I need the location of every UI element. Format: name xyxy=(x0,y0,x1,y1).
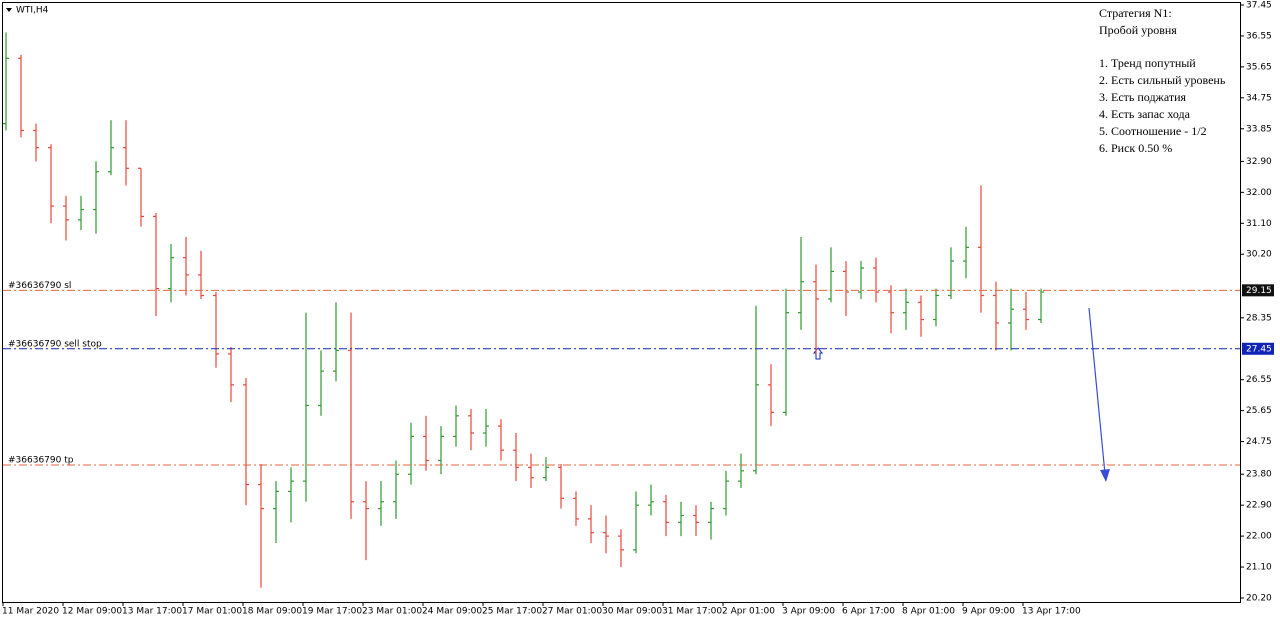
x-tick-label: 3 Apr 09:00 xyxy=(782,607,835,617)
y-tick-label: 32.90 xyxy=(1246,157,1272,167)
level-label: #36636790 tp xyxy=(8,455,74,465)
x-tick-label: 12 Mar 09:00 xyxy=(62,607,122,617)
x-tick-label: 8 Apr 01:00 xyxy=(902,607,955,617)
y-tick-label: 35.65 xyxy=(1246,62,1272,72)
x-tick-label: 25 Mar 17:00 xyxy=(482,607,542,617)
y-tick-label: 34.75 xyxy=(1246,93,1272,103)
strategy-note: 3. Есть поджатия xyxy=(1099,90,1187,104)
symbol-title: WTI,H4 xyxy=(16,6,49,16)
y-tick-label: 33.85 xyxy=(1246,124,1272,134)
x-tick-label: 30 Mar 09:00 xyxy=(602,607,662,617)
y-tick-label: 25.65 xyxy=(1246,406,1272,416)
x-tick-label: 19 Mar 17:00 xyxy=(302,607,362,617)
y-tick-label: 28.35 xyxy=(1246,313,1272,323)
y-tick-label: 24.75 xyxy=(1246,437,1272,447)
y-tick-label: 22.00 xyxy=(1246,532,1272,542)
x-tick-label: 18 Mar 09:00 xyxy=(242,607,302,617)
plot-border xyxy=(2,2,1241,603)
level-price-label: 27.45 xyxy=(1246,344,1272,354)
y-tick-label: 22.90 xyxy=(1246,501,1272,511)
y-tick-label: 37.45 xyxy=(1246,1,1272,11)
level-price-box xyxy=(1242,284,1274,297)
y-tick-label: 26.55 xyxy=(1246,375,1272,385)
strategy-note: 4. Есть запас хода xyxy=(1099,107,1191,121)
y-tick-label: 36.55 xyxy=(1246,31,1272,41)
x-tick-label: 9 Apr 09:00 xyxy=(962,607,1015,617)
strategy-note: 2. Есть сильный уровень xyxy=(1099,73,1226,87)
strategy-note: Пробой уровня xyxy=(1099,23,1177,37)
x-tick-label: 13 Apr 17:00 xyxy=(1022,607,1081,617)
symbol-menu-icon[interactable] xyxy=(6,8,12,12)
y-tick-label: 23.80 xyxy=(1246,470,1272,480)
x-tick-label: 6 Apr 17:00 xyxy=(842,607,895,617)
y-tick-label: 20.20 xyxy=(1246,594,1272,604)
y-tick-label: 21.10 xyxy=(1246,563,1272,573)
level-label: #36636790 sell stop xyxy=(8,339,102,349)
x-tick-label: 17 Mar 01:00 xyxy=(182,607,242,617)
level-price-box xyxy=(1242,342,1274,355)
level-label: #36636790 sl xyxy=(8,281,71,291)
x-tick-label: 27 Mar 01:00 xyxy=(542,607,602,617)
strategy-note: Стратегия N1: xyxy=(1099,6,1172,20)
y-tick-label: 31.10 xyxy=(1246,219,1272,229)
projection-arrow-head xyxy=(1100,469,1110,482)
strategy-note: 5. Соотношение - 1/2 xyxy=(1099,124,1207,138)
x-tick-label: 11 Mar 2020 xyxy=(2,607,59,617)
x-tick-label: 2 Apr 01:00 xyxy=(722,607,775,617)
x-tick-label: 23 Mar 01:00 xyxy=(362,607,422,617)
entry-arrow xyxy=(812,347,824,360)
projection-arrow xyxy=(1088,307,1106,475)
strategy-note: 6. Риск 0.50 % xyxy=(1099,141,1172,155)
y-tick-label: 32.00 xyxy=(1246,188,1272,198)
x-tick-label: 31 Mar 17:00 xyxy=(662,607,722,617)
x-tick-label: 13 Mar 17:00 xyxy=(122,607,182,617)
level-price-label: 29.15 xyxy=(1246,286,1272,296)
strategy-note: 1. Тренд попутный xyxy=(1099,56,1196,70)
x-tick-label: 24 Mar 09:00 xyxy=(422,607,482,617)
y-tick-label: 30.20 xyxy=(1246,250,1272,260)
